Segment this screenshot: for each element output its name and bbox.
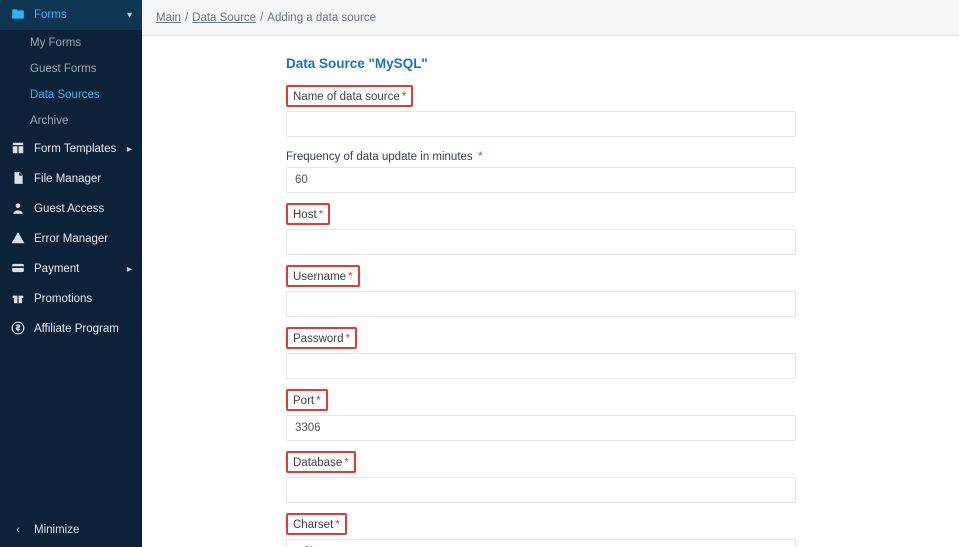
file-icon: [10, 171, 26, 188]
nav-label: Error Manager: [34, 233, 108, 245]
input-port[interactable]: [286, 415, 796, 441]
nav-label: Guest Access: [34, 203, 104, 215]
select-charset[interactable]: utf8 ▼: [286, 539, 796, 547]
label-database: Database: [293, 457, 342, 469]
folder-icon: [10, 7, 26, 24]
nav-label: File Manager: [34, 173, 101, 185]
chevron-right-icon: ▸: [127, 264, 132, 275]
label-host: Host: [293, 209, 317, 221]
page-title: Data Source "MySQL": [286, 56, 796, 71]
input-username[interactable]: [286, 291, 796, 317]
nav-sub-my-forms[interactable]: My Forms: [0, 30, 142, 56]
breadcrumb-sep: /: [260, 12, 263, 24]
nav-guest-access[interactable]: Guest Access: [0, 194, 142, 224]
label-password: Password: [293, 333, 344, 345]
label-name-highlight: Name of data source*: [286, 85, 413, 107]
required-star: *: [348, 269, 353, 283]
input-host[interactable]: [286, 229, 796, 255]
breadcrumb-sep: /: [185, 12, 188, 24]
required-star: *: [335, 517, 340, 531]
breadcrumb: Main / Data Source / Adding a data sourc…: [142, 0, 959, 36]
nav-label: Forms: [34, 9, 67, 21]
input-frequency[interactable]: [286, 167, 796, 193]
input-database[interactable]: [286, 477, 796, 503]
nav-payment[interactable]: Payment ▸: [0, 254, 142, 284]
nav-affiliate[interactable]: Affiliate Program: [0, 314, 142, 344]
label-frequency-wrap: Frequency of data update in minutes *: [286, 147, 483, 167]
card-icon: [10, 261, 26, 278]
nav-form-templates[interactable]: Form Templates ▸: [0, 134, 142, 164]
required-star: *: [346, 331, 351, 345]
nav-label: Affiliate Program: [34, 323, 119, 335]
required-star: *: [319, 207, 324, 221]
input-name[interactable]: [286, 111, 796, 137]
breadcrumb-data-source[interactable]: Data Source: [192, 12, 256, 24]
label-host-highlight: Host*: [286, 203, 330, 225]
required-star: *: [316, 393, 321, 407]
sidebar-minimize[interactable]: ‹ Minimize: [0, 513, 142, 547]
label-username: Username: [293, 271, 346, 283]
input-password[interactable]: [286, 353, 796, 379]
template-icon: [10, 141, 26, 158]
minimize-label: Minimize: [34, 524, 79, 536]
user-icon: [10, 201, 26, 218]
label-name: Name of data source: [293, 91, 400, 103]
nav-error-manager[interactable]: Error Manager: [0, 224, 142, 254]
chevron-left-icon: ‹: [10, 524, 26, 536]
chevron-down-icon: ▾: [127, 10, 132, 21]
nav-file-manager[interactable]: File Manager: [0, 164, 142, 194]
label-password-highlight: Password*: [286, 327, 357, 349]
dollar-icon: [10, 321, 26, 338]
label-port: Port: [293, 395, 314, 407]
nav-label: Payment: [34, 263, 79, 275]
label-charset-highlight: Charset*: [286, 513, 347, 535]
label-database-highlight: Database*: [286, 451, 356, 473]
required-star: *: [478, 149, 483, 163]
label-port-highlight: Port*: [286, 389, 328, 411]
nav-label: Form Templates: [34, 143, 116, 155]
chevron-right-icon: ▸: [127, 144, 132, 155]
nav-label: Promotions: [34, 293, 92, 305]
gift-icon: [10, 291, 26, 308]
nav-sub-archive[interactable]: Archive: [0, 108, 142, 134]
label-charset: Charset: [293, 519, 333, 531]
warn-icon: [10, 231, 26, 248]
breadcrumb-main[interactable]: Main: [156, 12, 181, 24]
sidebar: Forms ▾ My Forms Guest Forms Data Source…: [0, 0, 142, 547]
nav-sub-guest-forms[interactable]: Guest Forms: [0, 56, 142, 82]
required-star: *: [344, 455, 349, 469]
label-username-highlight: Username*: [286, 265, 360, 287]
breadcrumb-current: Adding a data source: [267, 12, 376, 24]
label-frequency: Frequency of data update in minutes: [286, 151, 473, 163]
nav-sub-data-sources[interactable]: Data Sources: [0, 82, 142, 108]
nav-forms[interactable]: Forms ▾: [0, 0, 142, 30]
nav-promotions[interactable]: Promotions: [0, 284, 142, 314]
required-star: *: [402, 89, 407, 103]
